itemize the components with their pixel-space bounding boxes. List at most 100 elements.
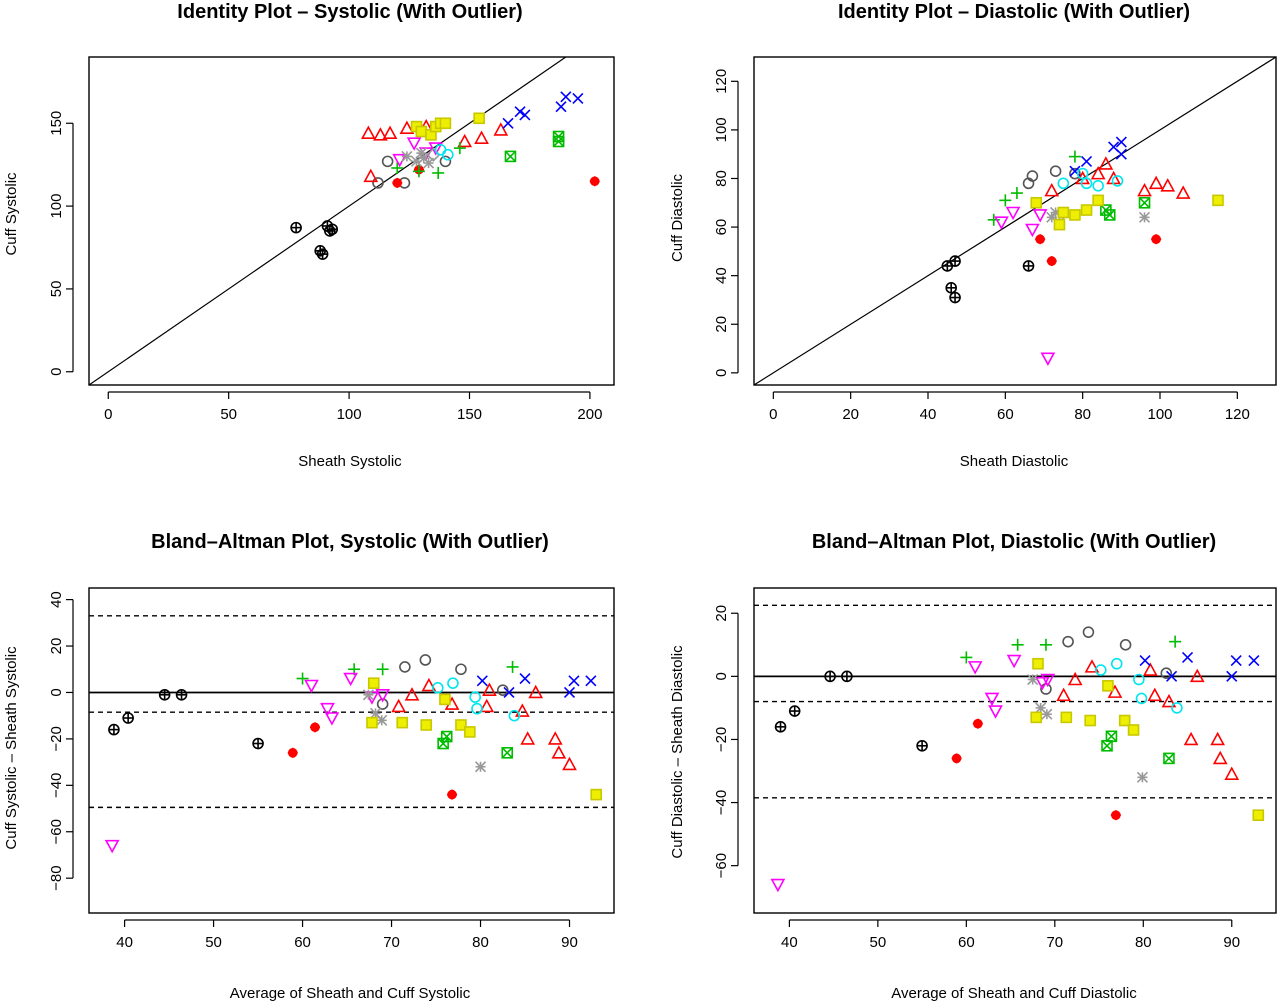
marker-outline — [1137, 182, 1152, 197]
marker-outline — [1171, 702, 1183, 714]
bland-altman-plot-diastolic: Bland–Altman Plot, Diastolic (With Outli… — [669, 531, 1277, 1002]
marker-outline — [372, 177, 384, 189]
marker-outline — [1110, 657, 1123, 670]
marker-outline — [1049, 165, 1062, 177]
data-point — [369, 707, 382, 719]
data-point — [1056, 687, 1072, 702]
marker-stroke — [1163, 752, 1175, 764]
data-point — [1060, 711, 1073, 724]
data-point — [362, 689, 374, 701]
data-point — [440, 730, 453, 743]
data-point — [1069, 167, 1081, 180]
data-point — [493, 122, 509, 136]
marker-outline — [1040, 673, 1056, 688]
data-point — [1053, 218, 1066, 231]
marker-outline — [432, 682, 444, 694]
identity-plot-systolic: Identity Plot – Systolic (With Outlier) … — [3, 1, 615, 470]
marker-outline — [1092, 194, 1104, 207]
data-point — [482, 682, 497, 696]
marker-outline — [455, 719, 467, 731]
data-point — [1175, 185, 1191, 199]
marker-outline — [1057, 206, 1070, 219]
y-tick-label: 0 — [48, 368, 65, 376]
marker-stroke — [476, 675, 488, 687]
marker-outline — [493, 122, 509, 136]
data-point — [320, 702, 335, 717]
data-point — [1166, 670, 1178, 682]
data-point — [501, 747, 514, 759]
data-point — [1027, 673, 1039, 686]
marker-stroke — [1230, 655, 1242, 667]
data-point — [290, 221, 302, 234]
x-tick-label: 70 — [1046, 934, 1063, 951]
marker-outline — [1127, 724, 1140, 736]
marker-stroke — [415, 147, 427, 159]
y-tick-label: −60 — [48, 819, 65, 844]
data-point — [1068, 150, 1081, 163]
plot-data — [89, 615, 614, 854]
marker-outline — [1084, 714, 1097, 727]
x-tick-label: 90 — [1223, 934, 1240, 951]
data-point — [528, 684, 544, 699]
data-point — [420, 719, 433, 731]
data-point — [473, 112, 485, 125]
marker-outline — [590, 788, 603, 801]
data-point — [1040, 673, 1056, 688]
data-point — [296, 672, 309, 685]
data-point — [455, 719, 467, 731]
data-point — [1076, 167, 1089, 180]
data-point — [412, 165, 425, 178]
data-point — [1248, 655, 1260, 667]
data-point — [391, 161, 404, 174]
y-tick-label: −40 — [48, 773, 65, 798]
x-tick-label: 40 — [116, 934, 133, 951]
data-point — [1030, 711, 1043, 724]
y-tick-label: 60 — [713, 219, 730, 236]
marker-stroke — [1101, 740, 1113, 752]
y-tick-label: 40 — [713, 267, 730, 284]
marker-outline — [1224, 766, 1240, 780]
data-point — [1171, 702, 1183, 714]
marker-outline — [373, 127, 388, 141]
data-point — [447, 789, 458, 800]
marker-outline — [473, 112, 485, 125]
y-tick-label: −80 — [48, 865, 65, 890]
data-point — [1183, 731, 1199, 746]
data-point — [474, 761, 487, 773]
marker-stroke — [1136, 771, 1148, 783]
marker-stroke — [1138, 197, 1151, 209]
data-point — [1139, 655, 1151, 667]
marker-outline — [994, 216, 1009, 230]
data-point — [1110, 657, 1123, 670]
marker-outline — [1160, 178, 1176, 192]
marker-stroke — [555, 101, 567, 113]
data-point — [916, 739, 928, 752]
data-point — [514, 703, 530, 717]
x-tick-label: 60 — [997, 406, 1014, 423]
data-point — [508, 709, 521, 722]
marker-outline — [1148, 175, 1164, 190]
marker-outline — [551, 745, 567, 759]
marker-outline — [406, 137, 422, 151]
data-point — [399, 120, 415, 135]
marker-stroke — [501, 747, 513, 759]
y-tick-label: 0 — [713, 672, 730, 680]
y-tick-label: 20 — [48, 638, 65, 655]
data-point — [391, 698, 407, 713]
data-point — [1080, 204, 1093, 216]
data-point — [514, 106, 526, 118]
marker-outline — [528, 684, 544, 699]
data-point — [392, 177, 403, 188]
y-tick-label: 40 — [48, 591, 65, 608]
marker-outline — [1095, 664, 1107, 676]
marker-stroke — [1041, 708, 1053, 720]
data-point — [1080, 177, 1093, 190]
marker-outline — [382, 125, 398, 140]
data-point — [419, 654, 432, 666]
y-tick-label: −20 — [713, 727, 730, 752]
data-point — [476, 675, 488, 687]
x-axis-label: Average of Sheath and Cuff Diastolic — [891, 985, 1137, 1002]
marker-outline — [415, 125, 428, 138]
data-point — [1115, 148, 1127, 160]
marker-outline — [1053, 218, 1066, 231]
